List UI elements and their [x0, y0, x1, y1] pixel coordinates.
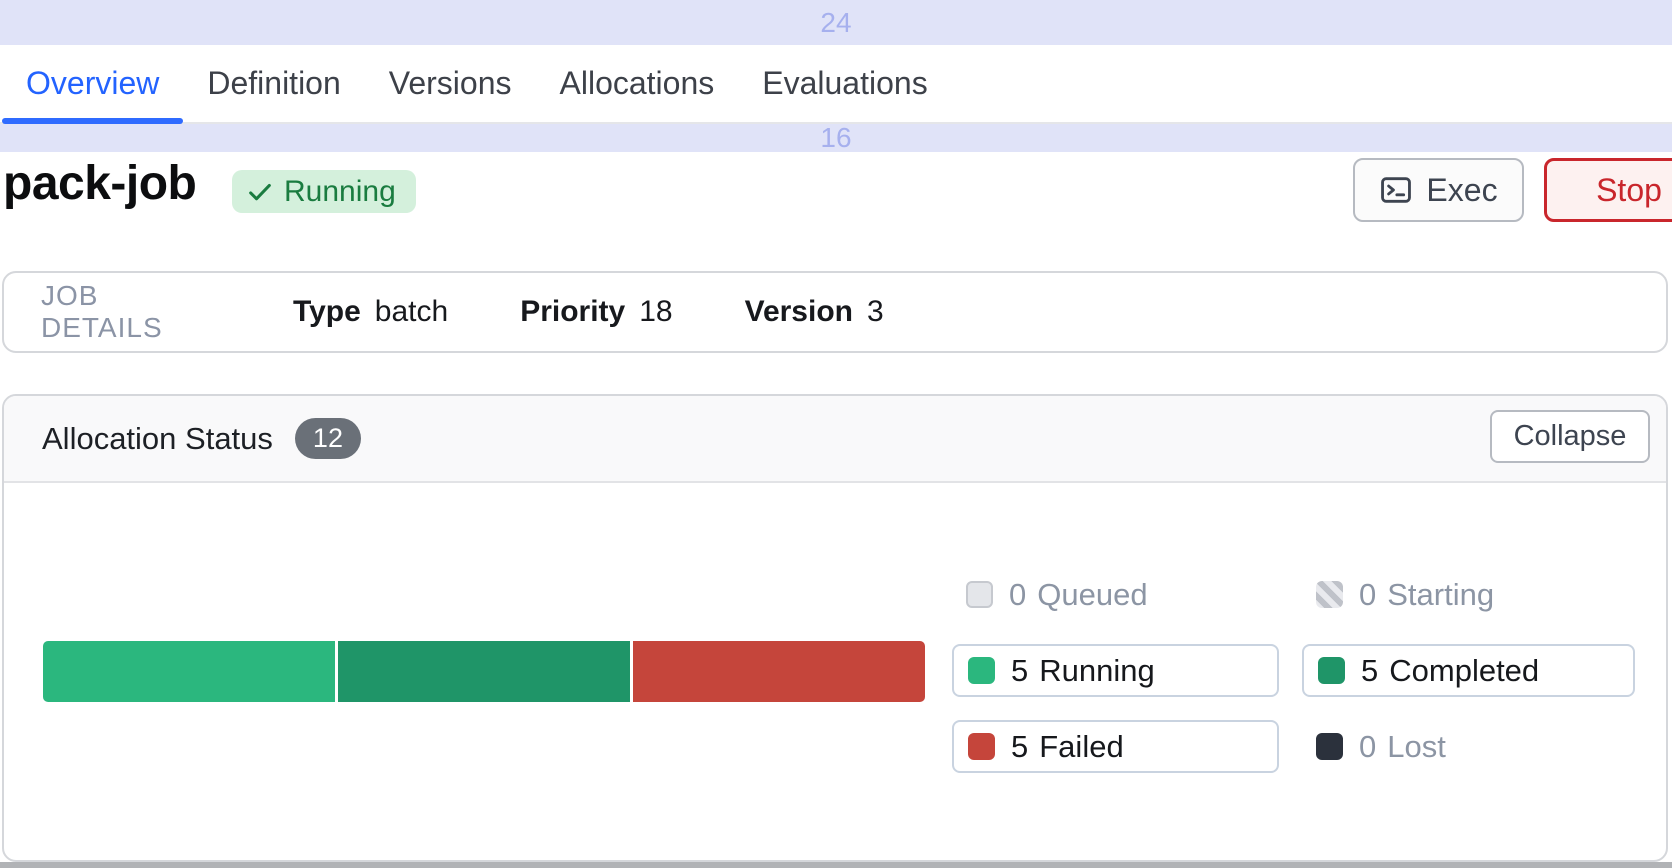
legend-item-completed[interactable]: 5 Completed: [1302, 644, 1635, 697]
tab-label: Versions: [388, 65, 512, 101]
allocation-bar: [43, 641, 925, 702]
legend-count: 5: [1361, 652, 1379, 688]
legend-count: 0: [1359, 728, 1377, 764]
completed-swatch-icon: [1318, 657, 1345, 684]
collapse-button-label: Collapse: [1513, 420, 1627, 452]
legend-item-lost: 0 Lost: [1302, 720, 1635, 773]
bar-segment-completed[interactable]: [338, 641, 630, 702]
legend-item-running[interactable]: 5 Running: [952, 644, 1279, 697]
spacing-annotation-top: 24: [0, 0, 1672, 45]
allocation-status-header: Allocation Status 12 Collapse: [4, 396, 1666, 483]
exec-button-label: Exec: [1426, 171, 1498, 208]
terminal-icon: [1381, 177, 1412, 203]
tab-label: Allocations: [559, 65, 715, 101]
tab-overview[interactable]: Overview: [2, 45, 184, 124]
bar-segment-failed[interactable]: [633, 641, 925, 702]
starting-swatch-icon: [1316, 581, 1343, 608]
legend-item-queued: 0 Queued: [952, 568, 1279, 621]
job-tabbar: Overview Definition Versions Allocations…: [0, 45, 1672, 124]
bar-segment-running[interactable]: [43, 641, 335, 702]
tab-allocations[interactable]: Allocations: [536, 45, 739, 122]
allocation-count-badge: 12: [294, 418, 361, 459]
spacing-value: 16: [820, 122, 852, 153]
field-value: 3: [866, 295, 884, 328]
tab-evaluations[interactable]: Evaluations: [738, 45, 951, 122]
job-detail-priority: Priority 18: [520, 295, 672, 329]
field-value: 18: [639, 295, 673, 328]
legend-label: Running: [1039, 652, 1155, 688]
allocation-status-title: Allocation Status: [42, 420, 273, 456]
collapse-button[interactable]: Collapse: [1490, 410, 1650, 463]
legend-count: 5: [1011, 652, 1029, 688]
legend-count: 0: [1359, 576, 1377, 612]
failed-swatch-icon: [968, 733, 995, 760]
status-label: Running: [284, 174, 396, 208]
lost-swatch-icon: [1316, 733, 1343, 760]
stop-button-label: Stop: [1596, 171, 1662, 208]
legend-label: Starting: [1387, 576, 1495, 612]
job-detail-type: Type batch: [293, 295, 448, 329]
field-label: Version: [744, 295, 853, 328]
tab-definition[interactable]: Definition: [183, 45, 364, 122]
bottom-divider: [0, 862, 1672, 868]
tab-label: Evaluations: [762, 65, 928, 101]
spacing-annotation-middle: 16: [0, 122, 1672, 153]
check-icon: [249, 183, 271, 200]
legend-label: Lost: [1387, 728, 1446, 764]
field-label: Priority: [520, 295, 626, 328]
queued-swatch-icon: [966, 581, 993, 608]
field-value: batch: [374, 295, 449, 328]
job-detail-version: Version 3: [745, 295, 884, 329]
legend-label: Failed: [1039, 728, 1124, 764]
running-swatch-icon: [968, 657, 995, 684]
tab-versions[interactable]: Versions: [365, 45, 536, 122]
legend-label: Queued: [1037, 576, 1148, 612]
tab-label: Definition: [207, 65, 341, 101]
legend-count: 0: [1009, 576, 1027, 612]
legend-label: Completed: [1389, 652, 1540, 688]
legend-item-starting: 0 Starting: [1302, 568, 1635, 621]
exec-button[interactable]: Exec: [1353, 158, 1524, 222]
tab-label: Overview: [26, 65, 160, 101]
legend-item-failed[interactable]: 5 Failed: [952, 720, 1279, 773]
job-details-card: JOB DETAILS Type batch Priority 18 Versi…: [2, 271, 1668, 353]
spacing-value: 24: [820, 6, 852, 38]
field-label: Type: [293, 295, 361, 328]
stop-button[interactable]: Stop: [1544, 158, 1672, 222]
job-details-heading: JOB DETAILS: [41, 280, 163, 343]
status-badge: Running: [232, 170, 416, 213]
legend-count: 5: [1011, 728, 1029, 764]
page-title: pack-job: [3, 157, 197, 210]
